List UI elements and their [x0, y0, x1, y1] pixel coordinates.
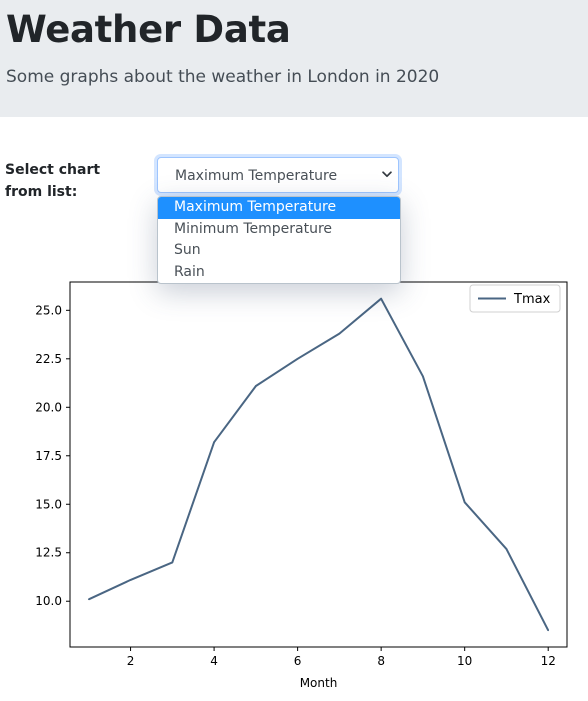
y-tick-label: 12.5 [35, 546, 62, 560]
data-point [463, 501, 466, 504]
legend-label: Tmax [513, 292, 551, 307]
x-axis: 2 4 6 8 10 12 [127, 647, 556, 668]
chart-select[interactable]: Maximum Temperature [157, 157, 399, 193]
legend-box [469, 284, 561, 313]
legend: Tmax [469, 284, 561, 313]
x-tick-label: 6 [294, 654, 302, 668]
y-tick-label: 10.0 [35, 594, 62, 608]
x-tick-label: 12 [541, 654, 556, 668]
data-point [87, 598, 90, 601]
y-tick-label: 25.0 [35, 303, 62, 317]
data-point [129, 579, 132, 581]
x-tick-label: 2 [127, 654, 135, 668]
data-point [547, 629, 550, 632]
data-point [380, 297, 382, 300]
y-tick-label: 17.5 [35, 449, 62, 463]
option-maximum-temperature[interactable]: Maximum Temperature [158, 197, 400, 219]
data-point [255, 385, 257, 387]
page-subtitle: Some graphs about the weather in London … [6, 67, 440, 87]
chevron-down-icon [382, 171, 392, 178]
line-chart: 10.0 12.5 15.0 17.5 20.0 22.5 25.0 2 4 6 8 10 12 Mo… [35, 281, 568, 690]
x-tick-label: 10 [457, 654, 472, 668]
select-label: Select chart from list: [5, 162, 101, 200]
y-tick-label: 20.0 [35, 400, 62, 414]
x-axis-label: Month [300, 676, 338, 690]
y-axis: 10.0 12.5 15.0 17.5 20.0 22.5 25.0 [35, 303, 70, 608]
data-point [171, 561, 174, 564]
y-tick-label: 22.5 [35, 352, 62, 366]
option-rain[interactable]: Rain [174, 263, 205, 280]
data-point [213, 441, 215, 443]
plot-frame [69, 281, 568, 648]
series-layer [87, 297, 550, 632]
chart-select-value: Maximum Temperature [175, 168, 338, 184]
y-tick-label: 15.0 [35, 497, 62, 511]
series-line-tmax [88, 297, 550, 631]
chart-select-dropdown: Maximum Temperature Minimum Temperature … [157, 196, 401, 284]
data-point [296, 358, 299, 360]
x-tick-label: 8 [377, 654, 385, 668]
x-tick-label: 4 [210, 654, 218, 668]
option-minimum-temperature[interactable]: Minimum Temperature [174, 220, 333, 237]
data-point [338, 332, 341, 335]
data-point [422, 375, 424, 378]
page-title: Weather Data [6, 8, 291, 51]
page-header: Weather Data Some graphs about the weath… [0, 0, 588, 117]
data-point [505, 548, 508, 550]
option-sun[interactable]: Sun [174, 242, 201, 258]
